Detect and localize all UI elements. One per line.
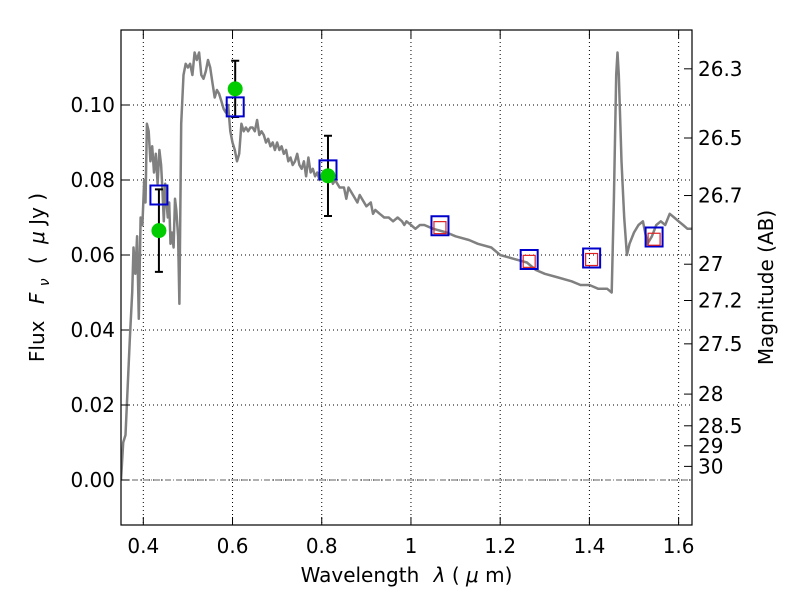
y-tick-label: 0.06 <box>70 243 115 267</box>
x-tick-label: 1.2 <box>484 534 516 558</box>
mag-tick-label: 26.3 <box>698 57 743 81</box>
model-band-inner-marker <box>433 221 447 235</box>
y-axis-label: Flux F ν ( μ Jy ) <box>25 193 54 362</box>
x-axis-label-unit-mu: μ <box>465 563 479 587</box>
mag-tick-label: 27.5 <box>698 332 743 356</box>
model-band-marker <box>430 215 450 237</box>
y-tick-label: 0.08 <box>70 168 115 192</box>
x-tick-label: 1 <box>405 534 418 558</box>
y-tick-label: 0.02 <box>70 393 115 417</box>
y-axis-label-text: Flux <box>25 320 49 362</box>
model-band-marker <box>644 226 664 248</box>
model-band-inner-marker <box>647 232 661 246</box>
y-axis-label-subscript: ν <box>37 278 53 286</box>
y-tick-label: 0.04 <box>70 318 115 342</box>
mag-tick-label: 30 <box>698 454 723 478</box>
mag-tick-label: 28 <box>698 382 723 406</box>
mag-tick-label: 27.2 <box>698 289 743 313</box>
x-tick-label: 1.4 <box>573 534 605 558</box>
x-tick-label: 0.8 <box>306 534 338 558</box>
y-axis-label-unit-open: ( <box>25 256 49 264</box>
y-axis-label-symbol: F <box>25 292 49 304</box>
model-band-marker <box>582 247 602 269</box>
mag-tick-label: 26.7 <box>698 184 743 208</box>
plot-frame <box>120 29 693 526</box>
tick-marks <box>121 30 692 525</box>
x-axis-label-unit-rest: m) <box>485 563 512 587</box>
mag-tick-label: 26.5 <box>698 126 743 150</box>
observed-point <box>320 168 336 184</box>
mag-tick-label: 27 <box>698 252 723 276</box>
mag-tick-label: 28.5 <box>698 414 743 438</box>
series-layer <box>121 51 692 481</box>
x-axis-label: Wavelength λ ( μ m) <box>301 563 513 587</box>
model-band-marker <box>149 184 169 206</box>
observed-point <box>227 81 243 97</box>
tick-labels: 0.4 0.6 0.8 1 1.2 1.4 1.6 0.00 0.02 0.04 0.06 0.08 0… <box>70 57 742 558</box>
model-band-inner-marker <box>522 254 536 268</box>
mag-tick-label: 29 <box>698 434 723 458</box>
x-tick-label: 1.6 <box>663 534 695 558</box>
x-axis-label-text: Wavelength <box>301 563 420 587</box>
model-band-marker <box>519 249 539 270</box>
x-axis-label-unit-open: ( <box>452 563 460 587</box>
model-band-marker <box>225 96 245 118</box>
x-tick-label: 0.4 <box>127 534 159 558</box>
y-tick-label: 0.10 <box>70 93 115 117</box>
y-tick-label: 0.00 <box>70 468 115 492</box>
observed-point <box>151 223 167 239</box>
x-axis-label-symbol: λ <box>433 563 446 587</box>
grid <box>121 30 692 525</box>
magnitude-axis-label: Magnitude (AB) <box>754 210 778 365</box>
model-band-inner-marker <box>585 252 599 267</box>
template-spectrum-line <box>121 51 692 481</box>
y-axis-label-unit-mu: μ <box>25 231 49 245</box>
x-tick-label: 0.6 <box>217 534 249 558</box>
y-axis-label-unit-rest: Jy ) <box>25 193 49 227</box>
